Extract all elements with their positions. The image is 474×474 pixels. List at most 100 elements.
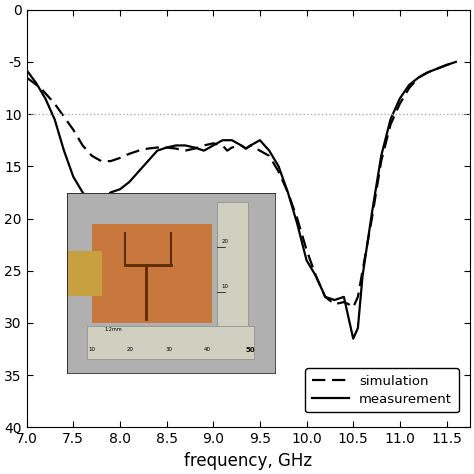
simulation (397, 101, 403, 107)
measurement (229, 137, 235, 143)
simulation (416, 75, 421, 81)
simulation (71, 127, 76, 133)
simulation (155, 145, 160, 150)
simulation (360, 268, 365, 273)
measurement (117, 186, 123, 192)
measurement (33, 80, 39, 86)
simulation (453, 59, 459, 65)
measurement (127, 179, 132, 185)
measurement (99, 200, 104, 206)
measurement (453, 59, 459, 65)
simulation (350, 304, 356, 310)
measurement (164, 145, 169, 150)
simulation (127, 151, 132, 156)
simulation (164, 145, 169, 150)
simulation (243, 146, 249, 151)
measurement (201, 148, 207, 154)
X-axis label: frequency, GHz: frequency, GHz (184, 452, 312, 470)
simulation (378, 158, 384, 164)
measurement (24, 67, 29, 73)
simulation (346, 301, 351, 307)
simulation (266, 153, 272, 159)
simulation (52, 101, 57, 107)
measurement (192, 145, 198, 150)
Legend: simulation, measurement: simulation, measurement (305, 368, 459, 412)
measurement (173, 143, 179, 148)
simulation (444, 62, 449, 68)
measurement (355, 325, 361, 331)
simulation (99, 158, 104, 164)
measurement (243, 146, 249, 151)
simulation (38, 85, 44, 91)
measurement (94, 202, 100, 208)
simulation (322, 294, 328, 300)
simulation (80, 143, 85, 148)
measurement (406, 82, 412, 88)
measurement (350, 336, 356, 341)
simulation (369, 216, 375, 221)
measurement (332, 297, 337, 303)
Line: simulation: simulation (27, 62, 456, 307)
measurement (155, 148, 160, 154)
measurement (425, 70, 431, 75)
simulation (145, 146, 151, 151)
simulation (304, 247, 310, 253)
simulation (257, 148, 263, 154)
simulation (388, 122, 393, 128)
measurement (80, 190, 85, 195)
measurement (369, 210, 375, 216)
measurement (378, 153, 384, 159)
simulation (24, 75, 29, 81)
simulation (276, 169, 282, 174)
simulation (173, 146, 179, 151)
measurement (360, 273, 365, 279)
measurement (304, 257, 310, 263)
measurement (397, 96, 403, 101)
measurement (210, 143, 216, 148)
measurement (108, 190, 113, 195)
simulation (355, 294, 361, 300)
simulation (341, 299, 346, 305)
simulation (248, 143, 254, 148)
measurement (71, 174, 76, 180)
simulation (238, 143, 244, 148)
simulation (89, 153, 95, 159)
simulation (192, 146, 198, 151)
measurement (276, 164, 282, 169)
measurement (313, 273, 319, 279)
measurement (89, 200, 95, 206)
simulation (406, 85, 412, 91)
measurement (294, 221, 300, 227)
simulation (294, 216, 300, 221)
measurement (257, 137, 263, 143)
measurement (388, 117, 393, 122)
measurement (248, 143, 254, 148)
simulation (117, 155, 123, 161)
simulation (285, 190, 291, 195)
measurement (43, 96, 48, 101)
measurement (266, 148, 272, 154)
measurement (322, 294, 328, 300)
measurement (238, 143, 244, 148)
simulation (201, 143, 207, 148)
measurement (145, 158, 151, 164)
measurement (220, 137, 226, 143)
simulation (108, 158, 113, 164)
measurement (341, 294, 346, 300)
measurement (416, 75, 421, 81)
simulation (220, 143, 226, 148)
measurement (52, 117, 57, 122)
simulation (332, 301, 337, 307)
simulation (425, 70, 431, 75)
simulation (136, 148, 141, 154)
simulation (182, 148, 188, 154)
Line: measurement: measurement (27, 62, 456, 338)
measurement (444, 62, 449, 68)
measurement (182, 143, 188, 148)
simulation (313, 273, 319, 279)
simulation (224, 148, 230, 154)
simulation (210, 140, 216, 146)
measurement (285, 190, 291, 195)
simulation (229, 145, 235, 150)
measurement (136, 169, 141, 174)
